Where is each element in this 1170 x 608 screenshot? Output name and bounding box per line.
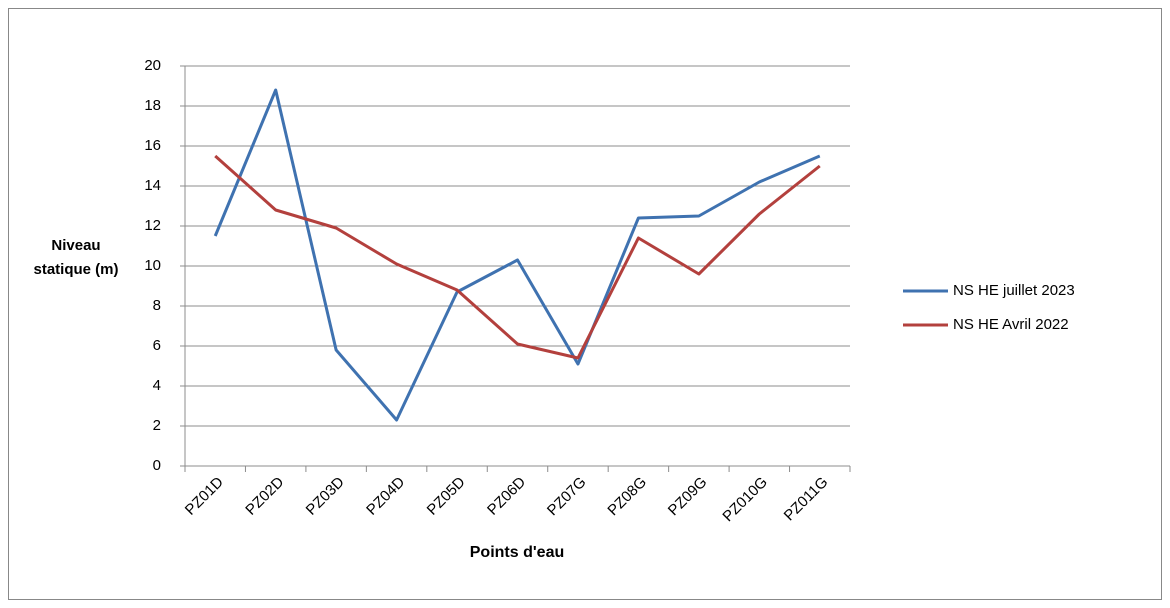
y-tick-label: 10 [144,257,161,274]
y-tick-label: 4 [153,377,161,394]
y-tick-label: 8 [153,297,161,314]
y-tick-label: 14 [144,177,161,194]
series-line [214,154,821,360]
legend-label: NS HE juillet 2023 [953,282,1075,299]
y-tick-label: 0 [153,457,161,474]
y-axis-label: Niveau statique (m) [33,237,119,278]
legend-label: NS HE Avril 2022 [953,316,1069,333]
series-line [213,88,821,422]
y-tick-label: 18 [144,97,161,114]
chart-frame [8,8,1162,600]
y-tick-label: 20 [144,57,161,74]
y-tick-label: 12 [144,217,161,234]
y-tick-label: 6 [153,337,161,354]
y-tick-label: 2 [153,417,161,434]
y-tick-label: 16 [144,137,161,154]
x-axis-label: Points d'eau [470,544,564,561]
